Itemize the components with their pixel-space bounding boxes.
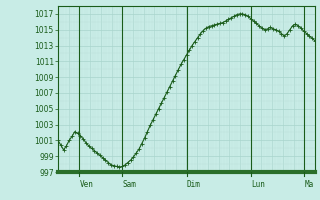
Text: Ven: Ven	[79, 180, 93, 189]
Text: Sam: Sam	[122, 180, 136, 189]
Text: Dim: Dim	[187, 180, 200, 189]
Text: Lun: Lun	[251, 180, 265, 189]
Text: Ma: Ma	[304, 180, 314, 189]
